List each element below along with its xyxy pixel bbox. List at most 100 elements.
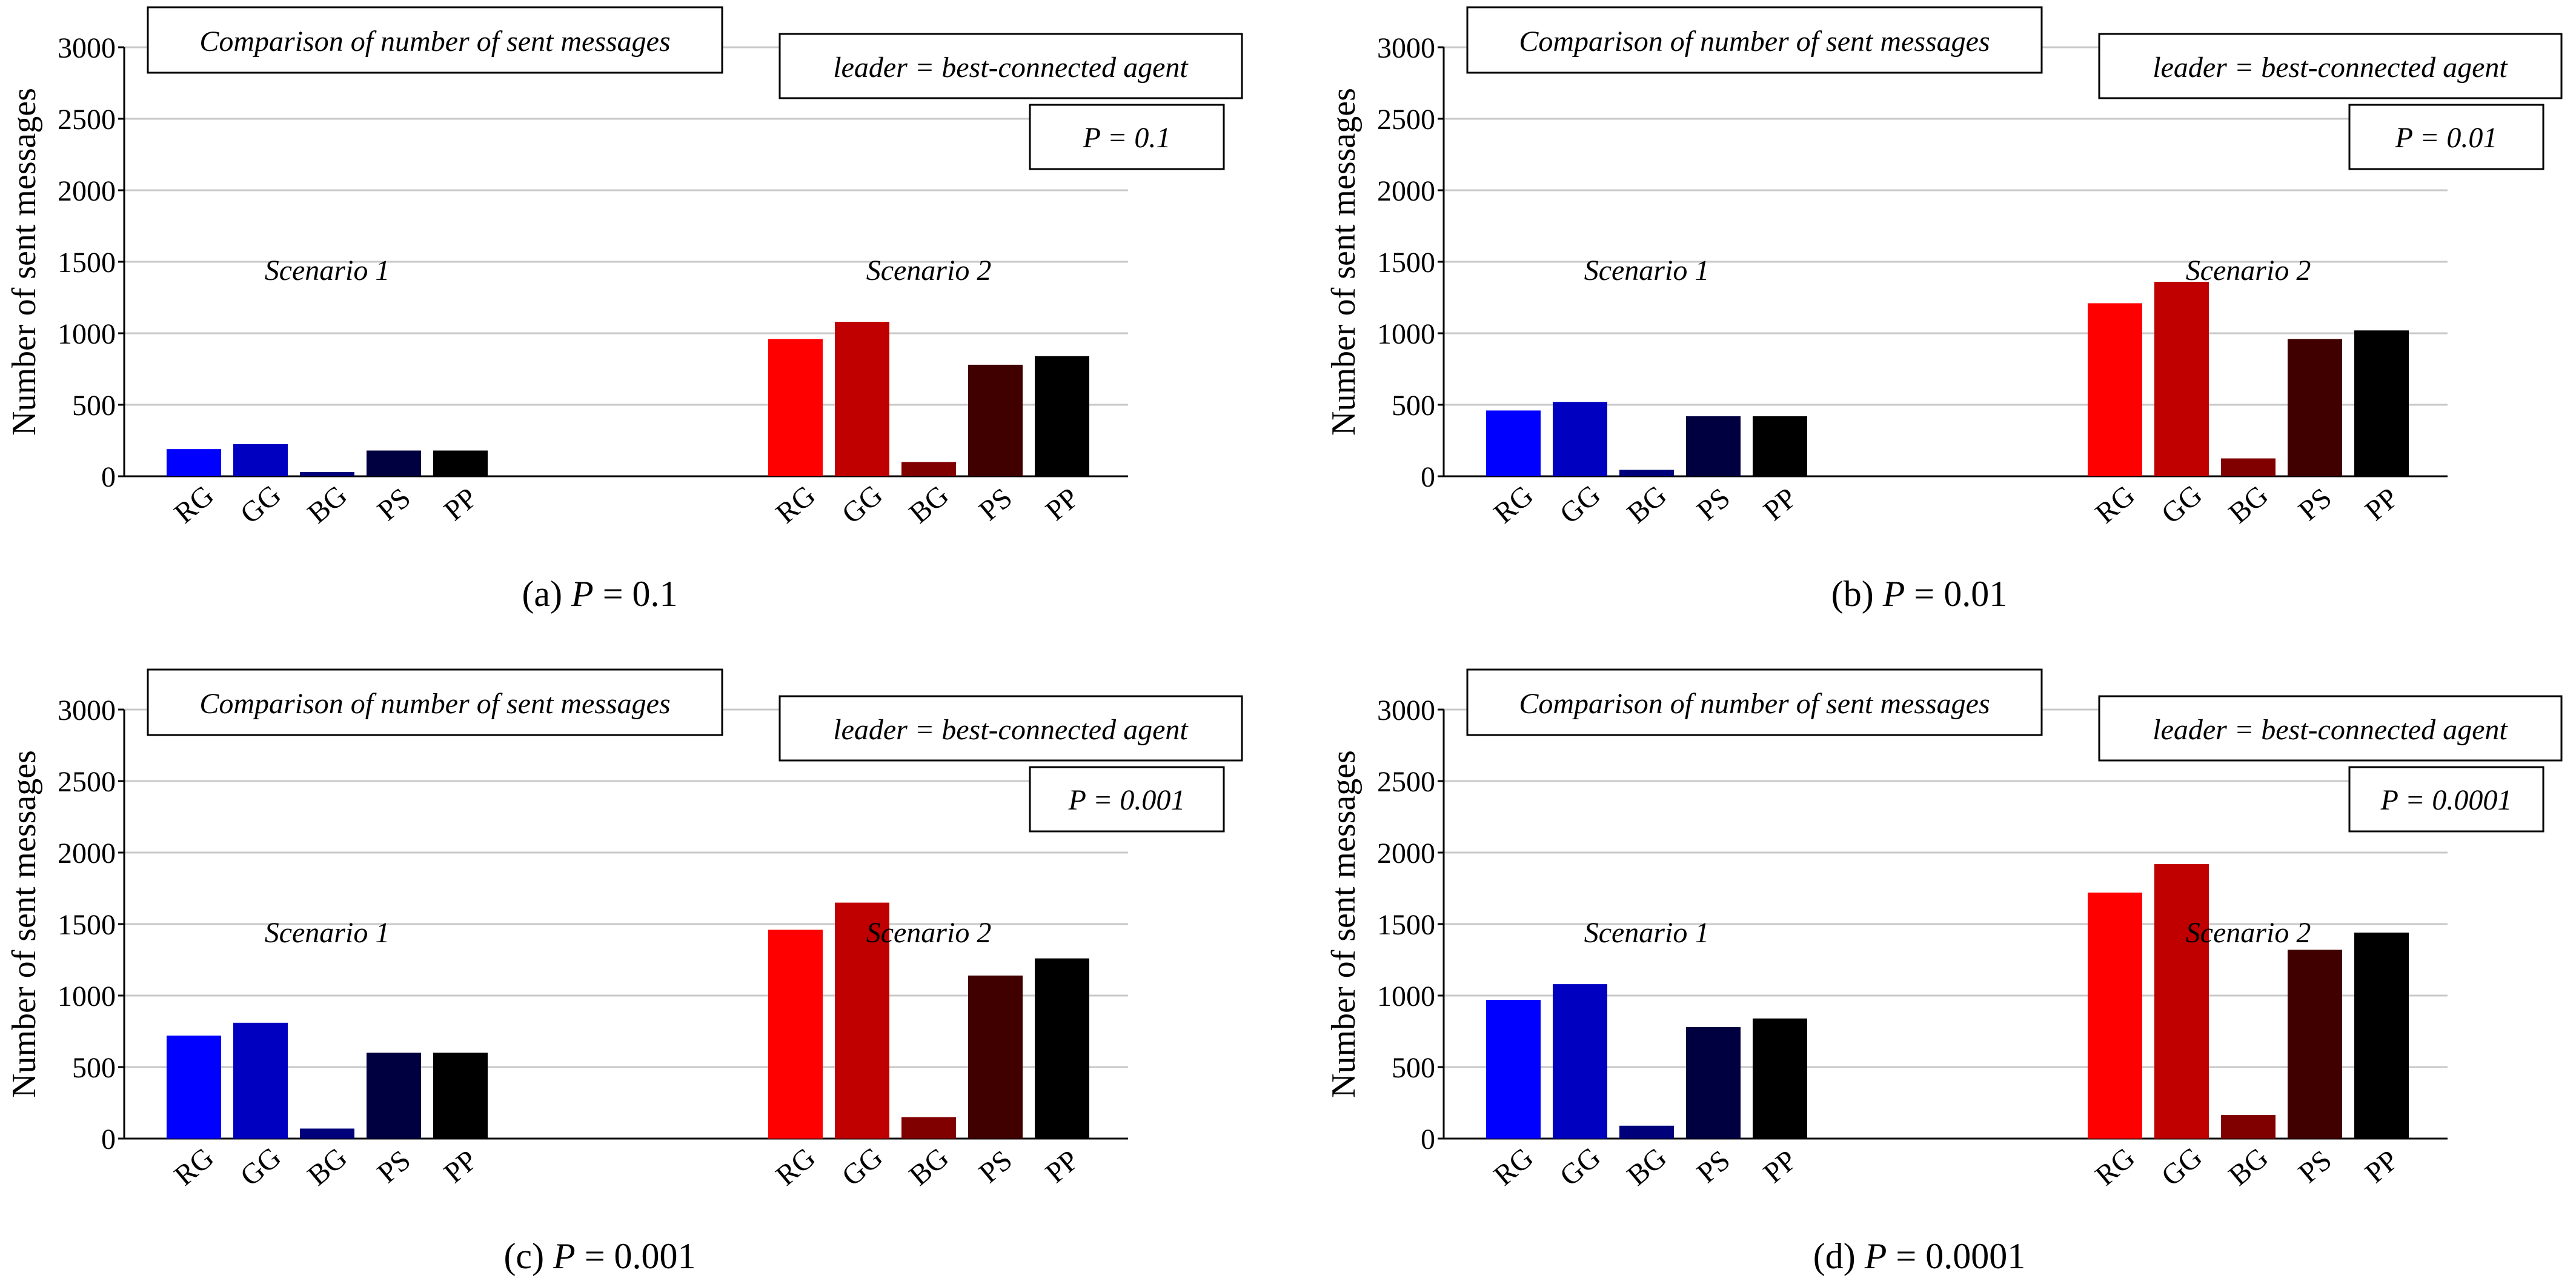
x-tick-label: PP xyxy=(1758,482,1803,527)
panel-caption: (a) P = 0.1 xyxy=(522,574,677,614)
bar-2-rg xyxy=(2088,893,2142,1139)
y-tick-label: 1500 xyxy=(1377,909,1435,941)
y-tick-label: 2000 xyxy=(1377,175,1435,207)
x-tick-label: RG xyxy=(770,479,822,530)
bar-1-rg xyxy=(1486,410,1541,476)
x-tick-label: PS xyxy=(973,1144,1018,1189)
x-tick-label: PP xyxy=(2359,482,2405,527)
x-tick-label: PS xyxy=(973,482,1018,527)
x-tick-label: GG xyxy=(234,479,287,530)
y-tick-label: 2000 xyxy=(1377,837,1435,870)
bar-1-rg xyxy=(1486,1000,1541,1139)
x-tick-label: RG xyxy=(1488,1142,1539,1192)
x-tick-label: GG xyxy=(1554,479,1607,530)
caption-prefix: (a) xyxy=(522,574,571,614)
x-tick-label: PS xyxy=(2292,482,2338,527)
y-tick-label: 2000 xyxy=(58,837,116,870)
scenario-label-1: Scenario 1 xyxy=(1584,917,1710,949)
x-tick-label: PS xyxy=(2292,1144,2338,1189)
leader-label: leader = best-connected agent xyxy=(833,52,1189,84)
y-axis-label: Number of sent messages xyxy=(1325,750,1363,1098)
x-tick-label: PP xyxy=(2359,1144,2405,1189)
x-tick-label: RG xyxy=(1488,479,1539,530)
x-tick-label: PP xyxy=(438,482,483,527)
p-box xyxy=(1029,766,1225,833)
bar-2-gg xyxy=(835,902,889,1139)
caption-value: = 0.1 xyxy=(594,574,678,614)
title-box xyxy=(147,668,723,736)
leader-label: leader = best-connected agent xyxy=(2153,714,2508,746)
y-tick-label: 2500 xyxy=(58,766,116,798)
chart-title: Comparison of number of sent messages xyxy=(199,688,670,720)
bar-2-gg xyxy=(2154,863,2209,1139)
scenario-label-1: Scenario 1 xyxy=(265,917,390,949)
bar-1-bg xyxy=(300,471,354,476)
scenario-label-1: Scenario 1 xyxy=(1584,254,1710,287)
x-tick-label: BG xyxy=(2223,1142,2274,1192)
leader-box xyxy=(778,33,1243,99)
x-tick-label: GG xyxy=(234,1141,287,1193)
bar-2-rg xyxy=(768,339,823,476)
y-tick-label: 3000 xyxy=(1377,32,1435,64)
caption-value: = 0.01 xyxy=(1905,574,2007,614)
x-tick-label: RG xyxy=(2090,1142,2141,1192)
caption-value: = 0.0001 xyxy=(1887,1236,2025,1276)
x-tick-label: PP xyxy=(1758,1144,1803,1189)
bar-2-bg xyxy=(2221,458,2276,476)
chart-title: Comparison of number of sent messages xyxy=(1519,688,1990,720)
bar-1-ps xyxy=(367,1053,421,1139)
bar-2-pp xyxy=(2354,330,2409,476)
bar-2-bg xyxy=(901,462,956,476)
leader-label: leader = best-connected agent xyxy=(2153,52,2508,84)
x-tick-label: PP xyxy=(1040,1144,1085,1189)
bar-1-pp xyxy=(433,1053,488,1139)
bar-2-rg xyxy=(2088,303,2142,476)
caption-variable: P xyxy=(553,1236,576,1276)
title-box xyxy=(1466,6,2043,74)
leader-box xyxy=(2098,33,2563,99)
bar-1-gg xyxy=(233,1022,288,1139)
x-tick-label: GG xyxy=(1554,1141,1607,1193)
x-tick-label: PP xyxy=(1040,482,1085,527)
leader-label: leader = best-connected agent xyxy=(833,714,1189,746)
caption-variable: P xyxy=(1882,574,1905,614)
bar-1-gg xyxy=(1553,402,1607,476)
leader-box xyxy=(2098,695,2563,762)
chart-title: Comparison of number of sent messages xyxy=(1519,25,1990,58)
p-box xyxy=(2348,766,2544,833)
scenario-label-2: Scenario 2 xyxy=(2186,254,2311,287)
x-tick-label: BG xyxy=(1621,1142,1673,1192)
y-tick-label: 0 xyxy=(101,1123,116,1156)
y-tick-label: 2500 xyxy=(58,104,116,136)
chart-panel-3: 0 500 1000 1500 2000 2500 3000 Number of sent m… xyxy=(5,668,1243,1276)
x-tick-label: BG xyxy=(1621,479,1673,530)
y-tick-label: 2000 xyxy=(58,175,116,207)
bar-1-rg xyxy=(167,1036,221,1139)
bar-2-rg xyxy=(768,930,823,1139)
p-label: P = 0.1 xyxy=(1083,122,1171,154)
y-axis-label: Number of sent messages xyxy=(5,750,43,1098)
x-tick-label: PP xyxy=(438,1144,483,1189)
y-axis-label: Number of sent messages xyxy=(5,88,43,436)
x-tick-label: RG xyxy=(168,479,220,530)
x-tick-label: PS xyxy=(1691,482,1736,527)
bar-2-ps xyxy=(2288,950,2342,1139)
bar-2-pp xyxy=(1035,356,1089,476)
bar-2-gg xyxy=(2154,282,2209,476)
x-tick-label: BG xyxy=(903,1142,955,1192)
p-label: P = 0.01 xyxy=(2395,122,2498,154)
y-tick-label: 500 xyxy=(1392,1052,1435,1084)
chart-panel-4: 0 500 1000 1500 2000 2500 3000 Number of sent m… xyxy=(1325,668,2563,1276)
x-tick-label: GG xyxy=(2156,479,2208,530)
x-tick-label: BG xyxy=(302,479,353,530)
bar-1-pp xyxy=(433,450,488,476)
bar-2-bg xyxy=(2221,1115,2276,1139)
x-tick-label: PS xyxy=(1691,1144,1736,1189)
y-tick-label: 1500 xyxy=(1377,247,1435,279)
panel-caption: (b) P = 0.01 xyxy=(1831,574,2007,614)
bar-1-ps xyxy=(367,450,421,476)
bar-1-ps xyxy=(1686,1026,1741,1139)
p-label: P = 0.0001 xyxy=(2380,784,2512,816)
x-tick-label: PS xyxy=(371,482,417,527)
